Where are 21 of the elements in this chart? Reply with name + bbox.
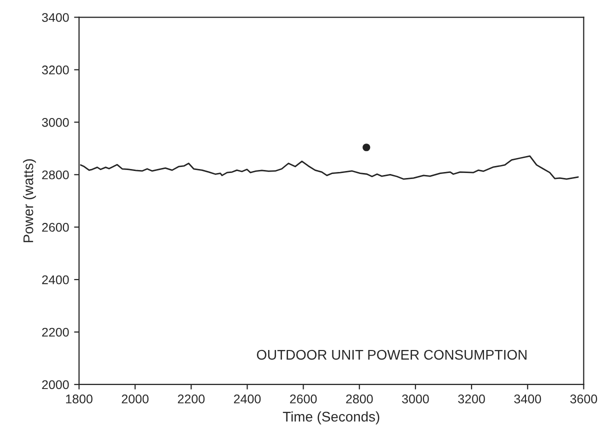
x-tick-label: 2000 xyxy=(122,394,149,404)
y-axis-title: Power (watts) xyxy=(23,159,36,242)
x-tick-label: 2800 xyxy=(346,394,373,404)
y-tick-label: 3200 xyxy=(42,66,69,74)
x-tick-label: 2400 xyxy=(234,394,261,404)
y-tick-label: 2400 xyxy=(42,275,69,284)
y-tick-label: 3000 xyxy=(42,118,69,127)
x-tick-label: 3400 xyxy=(514,394,542,404)
x-tick-label: 3200 xyxy=(458,394,485,404)
y-tick-label: 2600 xyxy=(42,222,69,232)
x-axis-title: Time (Seconds) xyxy=(282,411,380,424)
x-tick-label: 1800 xyxy=(66,394,92,404)
x-tick-label: 3000 xyxy=(402,394,429,404)
y-tick-label: 3400 xyxy=(42,13,69,22)
y-tick-label: 2000 xyxy=(42,380,69,390)
annotation: OUTDOOR UNIT POWER CONSUMPTION xyxy=(256,350,526,360)
y-tick-label: 2800 xyxy=(42,170,69,180)
x-tick-label: 2200 xyxy=(178,394,205,404)
x-tick-label: 2600 xyxy=(290,394,317,404)
y-tick-label: 2200 xyxy=(42,328,69,337)
x-tick-label: 3600 xyxy=(570,394,598,404)
